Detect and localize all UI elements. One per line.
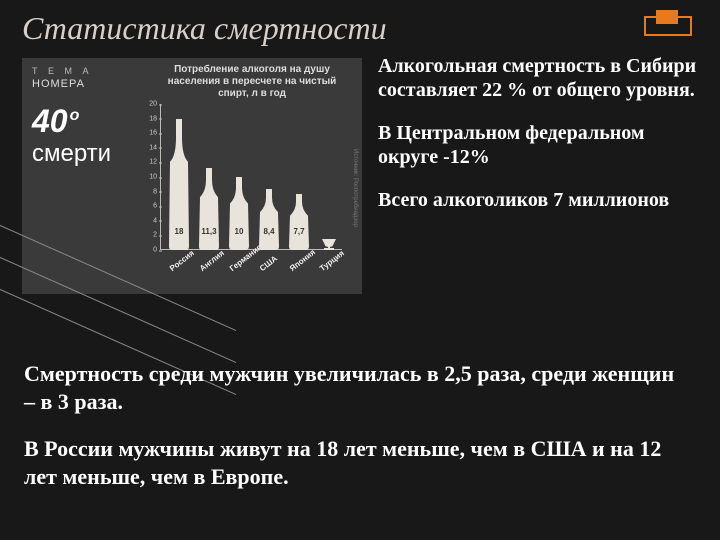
y-tick: 12 bbox=[142, 159, 157, 166]
source-note: Источник: Роспотребнадзор bbox=[348, 128, 358, 248]
y-tick: 16 bbox=[142, 130, 157, 137]
category-label: Россия bbox=[168, 249, 196, 274]
bar-value-label: 7,7 bbox=[286, 227, 312, 236]
chart-bar bbox=[316, 239, 342, 250]
side-paragraph: В Центральном федеральном округе -12% bbox=[378, 121, 700, 170]
page-title: Статистика смертности bbox=[22, 10, 387, 47]
headline-number: 40 bbox=[32, 103, 68, 139]
chart-panel: Т Е М А НОМЕРА 40о смерти Потребление ал… bbox=[22, 58, 362, 294]
bottle-icon bbox=[196, 168, 222, 250]
y-tick: 8 bbox=[142, 188, 157, 195]
bottom-paragraph: Смертность среди мужчин увеличилась в 2,… bbox=[24, 360, 690, 415]
chart-bar: 18 bbox=[166, 119, 192, 250]
y-tick: 2 bbox=[142, 232, 157, 239]
side-paragraph: Всего алкоголиков 7 миллионов bbox=[378, 188, 700, 212]
bottle-icon bbox=[286, 194, 312, 250]
chart-plot: 0246810121416182018Россия11,3Англия10Гер… bbox=[142, 104, 342, 250]
bottom-text-block: Смертность среди мужчин увеличилась в 2,… bbox=[24, 360, 690, 510]
y-tick: 0 bbox=[142, 247, 157, 254]
headline-degree: о bbox=[70, 107, 80, 124]
headline-smerti: смерти bbox=[32, 140, 111, 168]
bottle-icon bbox=[226, 177, 252, 250]
bar-value-label: 18 bbox=[166, 227, 192, 236]
chart-bar: 10 bbox=[226, 177, 252, 250]
bottom-paragraph: В России мужчины живут на 18 лет меньше,… bbox=[24, 435, 690, 490]
bar-value-label: 11,3 bbox=[196, 227, 222, 236]
chart-bar: 11,3 bbox=[196, 168, 222, 250]
diagonal-line bbox=[0, 240, 236, 363]
category-label: Япония bbox=[288, 248, 317, 273]
side-paragraph: Алкогольная смертность в Сибири составля… bbox=[378, 54, 700, 103]
headline-40: 40о bbox=[32, 106, 79, 136]
issue-label: НОМЕРА bbox=[32, 78, 85, 90]
bar-value-label: 10 bbox=[226, 227, 252, 236]
y-tick: 20 bbox=[142, 101, 157, 108]
bottle-icon bbox=[256, 189, 282, 250]
y-tick: 18 bbox=[142, 115, 157, 122]
chart-bar: 8,4 bbox=[256, 189, 282, 250]
category-label: США bbox=[258, 254, 279, 273]
category-label: Англия bbox=[198, 249, 226, 274]
y-tick: 4 bbox=[142, 217, 157, 224]
chart-title: Потребление алкоголя на душу населения в… bbox=[152, 64, 352, 100]
category-label: Турция bbox=[318, 249, 346, 274]
chart-bar: 7,7 bbox=[286, 194, 312, 250]
theme-label: Т Е М А bbox=[32, 66, 93, 76]
accent-ornament bbox=[636, 10, 692, 40]
y-tick: 6 bbox=[142, 203, 157, 210]
bar-value-label: 8,4 bbox=[256, 227, 282, 236]
y-tick: 14 bbox=[142, 144, 157, 151]
slide: Статистика смертности Т Е М А НОМЕРА 40о… bbox=[0, 0, 720, 540]
glass-icon bbox=[316, 239, 342, 250]
side-text-block: Алкогольная смертность в Сибири составля… bbox=[378, 54, 700, 230]
y-tick: 10 bbox=[142, 174, 157, 181]
